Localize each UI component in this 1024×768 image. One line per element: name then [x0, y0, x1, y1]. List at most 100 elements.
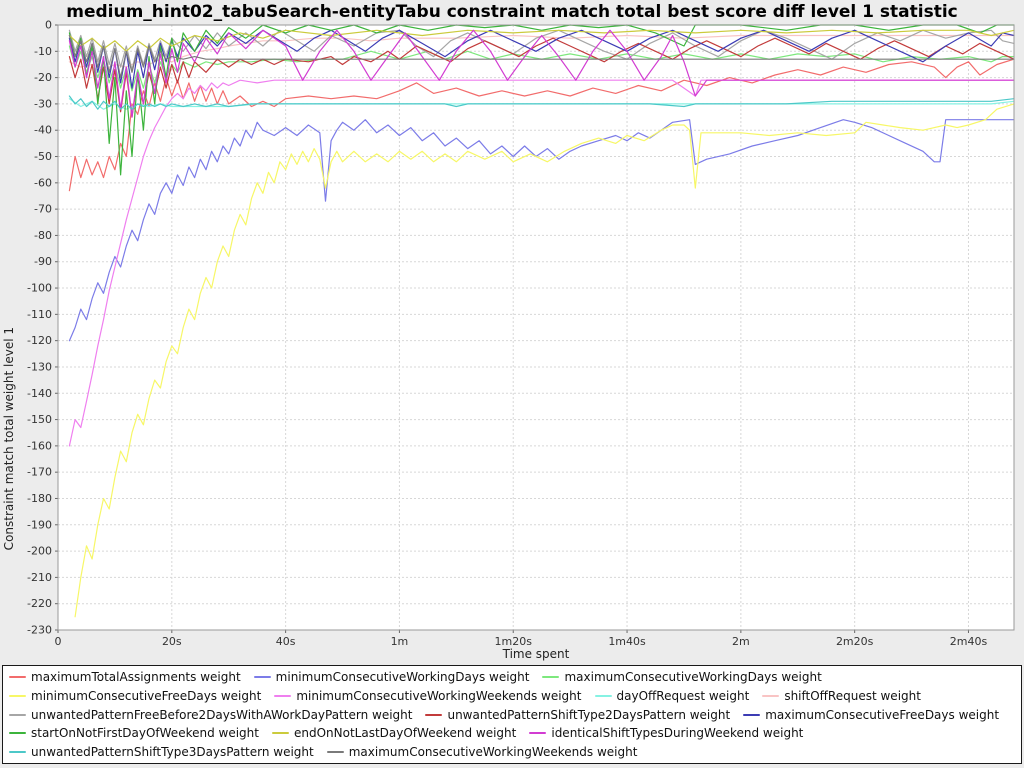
y-tick-label: -190	[27, 518, 52, 531]
legend-swatch	[762, 694, 780, 697]
y-tick-label: -30	[34, 97, 52, 110]
legend-label: shiftOffRequest weight	[784, 688, 921, 703]
y-tick-label: 0	[45, 19, 52, 32]
x-tick-label: 20s	[162, 635, 182, 648]
series-line-minimumConsecutiveFreeDays	[74, 103, 1015, 618]
y-tick-label: -180	[27, 492, 52, 505]
y-tick-label: -20	[34, 71, 52, 84]
legend-item: maximumTotalAssignments weight	[9, 670, 241, 684]
series-line-startOnNotFirstDayOfWeekend	[68, 24, 1015, 176]
y-tick-label: -170	[27, 466, 52, 479]
x-axis-title: Time spent	[502, 647, 570, 661]
legend-label: unwantedPatternFreeBefore2DaysWithAWorkD…	[31, 707, 413, 722]
legend-swatch	[542, 676, 560, 678]
y-tick-label: -230	[27, 624, 52, 637]
legend-swatch	[253, 676, 271, 678]
legend-item: unwantedPatternFreeBefore2DaysWithAWorkD…	[9, 708, 412, 722]
legend-swatch	[9, 694, 26, 697]
legend-label: dayOffRequest weight	[616, 688, 750, 703]
legend-swatch	[594, 694, 612, 697]
legend-item: maximumConsecutiveWorkingWeekends weight	[326, 745, 638, 759]
series-line-maximumConsecutiveWorkingWeekends	[68, 34, 1015, 79]
chart-title: medium_hint02_tabuSearch-entityTabu cons…	[66, 2, 958, 22]
legend-label: minimumConsecutiveWorkingDays weight	[275, 670, 530, 684]
legend-item: dayOffRequest weight	[594, 688, 750, 703]
y-tick-label: -90	[34, 255, 52, 268]
legend-label: maximumTotalAssignments weight	[31, 670, 241, 684]
legend-item: maximumConsecutiveWorkingDays weight	[542, 670, 822, 684]
legend-item: minimumConsecutiveFreeDays weight	[9, 689, 261, 703]
legend-label: endOnNotLastDayOfWeekend weight	[293, 726, 517, 741]
y-tick-label: -80	[34, 229, 52, 242]
legend-item: unwantedPatternShiftType3DaysPattern wei…	[9, 745, 314, 759]
y-tick-label: -220	[27, 597, 52, 610]
legend-swatch	[425, 713, 443, 716]
y-tick-label: -100	[27, 282, 52, 295]
legend-item: maximumConsecutiveFreeDays weight	[743, 708, 999, 722]
x-tick-label: 2m	[732, 635, 750, 648]
legend-item: identicalShiftTypesDuringWeekend weight	[529, 726, 803, 740]
series-line-maximumConsecutiveWorkingDays	[68, 45, 1015, 92]
legend-swatch	[743, 713, 761, 716]
legend-label: unwantedPatternShiftType3DaysPattern wei…	[31, 745, 314, 759]
y-tick-label: -70	[34, 203, 52, 216]
y-tick-label: -150	[27, 413, 52, 426]
y-tick-label: -50	[34, 150, 52, 163]
legend-item: endOnNotLastDayOfWeekend weight	[271, 726, 517, 741]
legend-label: maximumConsecutiveFreeDays weight	[765, 707, 1000, 722]
legend-label: minimumConsecutiveFreeDays weight	[31, 688, 262, 703]
legend-row: startOnNotFirstDayOfWeekend weight endOnN…	[9, 726, 1015, 740]
legend-row: maximumTotalAssignments weight minimumCon…	[9, 670, 1015, 684]
y-tick-label: -140	[27, 387, 52, 400]
legend-row: unwantedPatternFreeBefore2DaysWithAWorkD…	[9, 708, 1015, 722]
y-tick-label: -110	[27, 308, 52, 321]
legend-label: unwantedPatternShiftType2DaysPattern wei…	[447, 707, 731, 722]
legend-swatch	[9, 676, 26, 678]
series-line-maximumConsecutiveFreeDays	[68, 29, 1015, 89]
y-axis-title-text: Constraint match total weight level 1	[2, 327, 16, 551]
x-tick-label: 1m40s	[608, 635, 646, 648]
y-tick-label: -200	[27, 545, 52, 558]
series-line-minimumConsecutiveWorkingDays	[68, 119, 1015, 342]
plot-area: 0 -10 -20 -30 -40 -50 -60 -70 -80 -90 -100 -110 -120…	[27, 19, 1015, 648]
legend-label: maximumConsecutiveWorkingDays weight	[564, 670, 822, 684]
legend-item: shiftOffRequest weight	[762, 689, 921, 703]
legend-swatch	[529, 732, 547, 735]
legend: maximumTotalAssignments weight minimumCon…	[2, 665, 1022, 764]
y-tick-label: -10	[34, 45, 52, 58]
x-tick-label: 1m	[391, 635, 409, 648]
y-tick-label: -120	[27, 334, 52, 347]
legend-swatch	[9, 713, 26, 716]
series-line-minimumConsecutiveWorkingWeekends	[68, 79, 1015, 447]
legend-swatch	[274, 694, 292, 697]
legend-label: startOnNotFirstDayOfWeekend weight	[31, 726, 259, 741]
legend-item: startOnNotFirstDayOfWeekend weight	[9, 726, 259, 740]
plot-background	[58, 25, 1014, 630]
legend-item: unwantedPatternShiftType2DaysPattern wei…	[425, 708, 730, 722]
x-tick-label: 40s	[276, 635, 296, 648]
legend-swatch	[9, 751, 26, 753]
legend-swatch	[9, 732, 26, 735]
legend-row: minimumConsecutiveFreeDays weight minimum…	[9, 689, 1015, 703]
legend-label: minimumConsecutiveWorkingWeekends weight	[296, 688, 582, 703]
x-tick-label: 2m20s	[836, 635, 874, 648]
legend-label: maximumConsecutiveWorkingWeekends weight	[348, 745, 638, 759]
y-tick-label: -60	[34, 176, 52, 189]
plot-border	[57, 24, 1015, 631]
y-tick-label: -160	[27, 439, 52, 452]
legend-item: minimumConsecutiveWorkingDays weight	[253, 670, 530, 684]
x-tick-label: 0	[55, 635, 62, 648]
legend-item: minimumConsecutiveWorkingWeekends weight	[274, 688, 582, 703]
series-line-identicalShiftTypesDuringWeekend	[68, 29, 1015, 118]
series-line-endOnNotLastDayOfWeekend	[68, 29, 1015, 52]
legend-swatch	[326, 751, 344, 753]
y-tick-label: -130	[27, 360, 52, 373]
legend-label: identicalShiftTypesDuringWeekend weight	[551, 726, 804, 741]
x-tick-label: 1m20s	[495, 635, 533, 648]
legend-swatch	[271, 732, 289, 735]
series-line-unwantedPatternShiftType3DaysPattern	[68, 95, 1015, 110]
y-tick-label: -210	[27, 571, 52, 584]
x-tick-label: 2m40s	[950, 635, 988, 648]
y-tick-label: -40	[34, 124, 52, 137]
